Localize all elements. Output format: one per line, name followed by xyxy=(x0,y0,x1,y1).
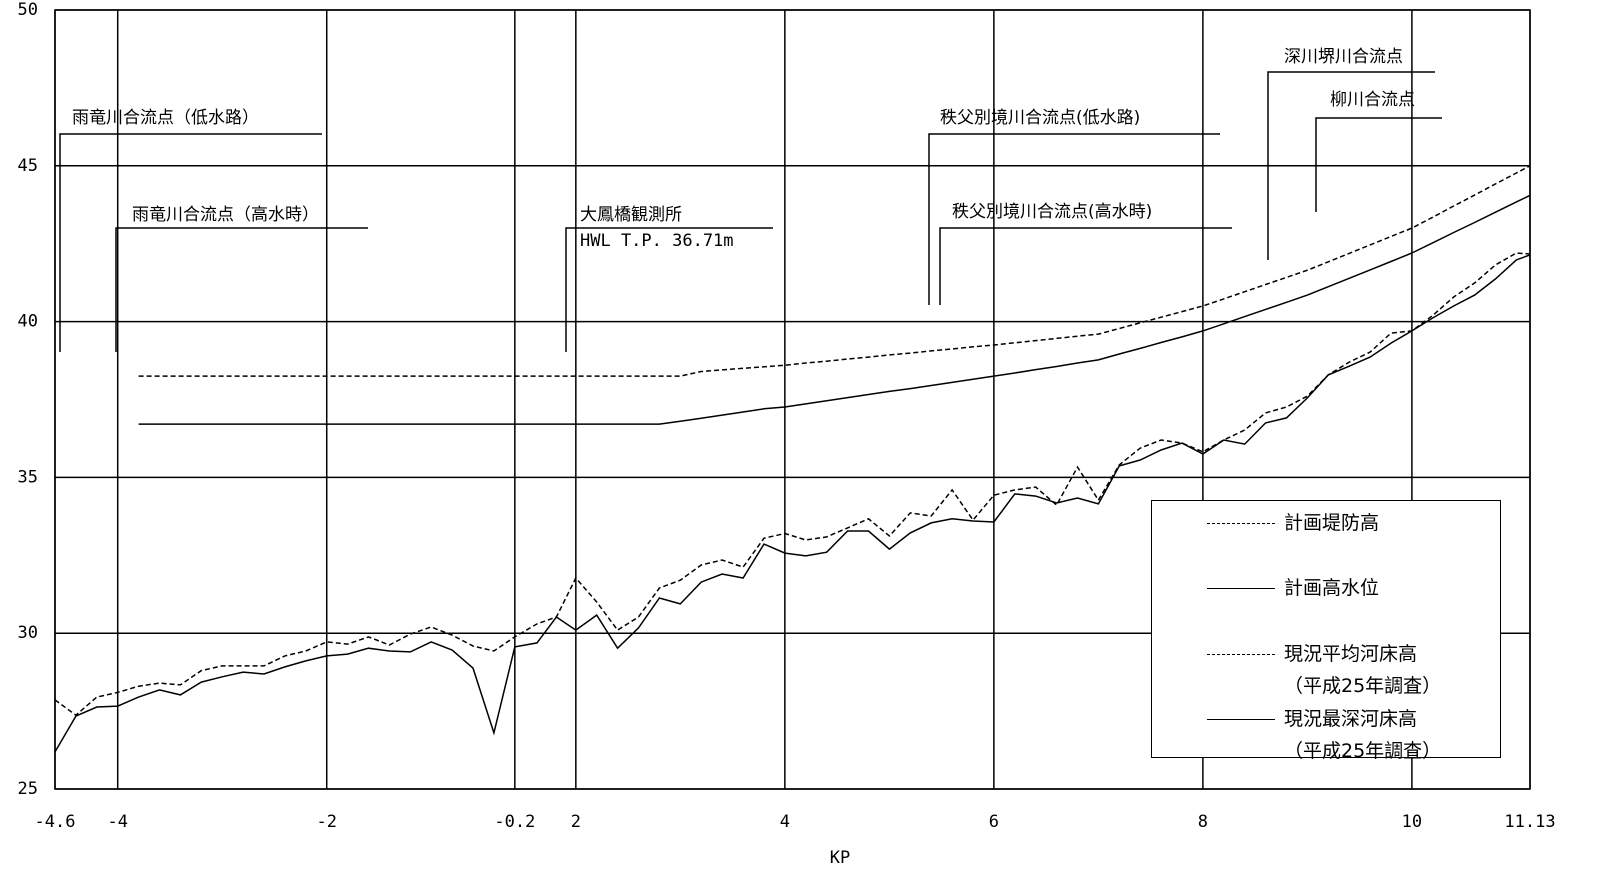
x-tick-label: -2 xyxy=(316,812,336,832)
x-tick-label: -4.6 xyxy=(35,812,76,832)
series-line xyxy=(138,165,1531,377)
legend-swatch xyxy=(1207,523,1275,524)
annotation-text: 雨竜川合流点（高水時） xyxy=(132,205,319,225)
y-tick-label: 40 xyxy=(18,312,38,332)
series-line xyxy=(54,252,1531,717)
annotation-leader xyxy=(939,227,1232,305)
legend: 計画堤防高計画高水位現況平均河床高 （平成25年調査） 現況最深河床高 （平成25… xyxy=(1151,500,1501,762)
annotation-text: 秩父別境川合流点(低水路) xyxy=(940,108,1140,128)
series-line xyxy=(54,254,1531,753)
legend-label: 現況最深河床高 （平成25年調査） xyxy=(1284,708,1442,762)
legend-label: 現況平均河床高 （平成25年調査） xyxy=(1284,643,1442,697)
x-tick-label: 10 xyxy=(1402,812,1422,832)
annotation-leader xyxy=(59,133,322,352)
annotation-text: 秩父別境川合流点(高水時) xyxy=(952,202,1152,222)
x-axis-label: KP xyxy=(830,848,850,868)
x-tick-label: 2 xyxy=(571,812,581,832)
annotation-subtext: HWL T.P. 36.71m xyxy=(580,231,734,251)
y-tick-label: 35 xyxy=(18,467,38,487)
y-tick-label: 30 xyxy=(18,623,38,643)
annotation-leader xyxy=(928,133,1220,305)
legend-label: 計画堤防高 xyxy=(1284,512,1380,534)
legend-swatch xyxy=(1207,654,1275,655)
annotation-leader xyxy=(565,227,773,352)
x-tick-label: -4 xyxy=(107,812,127,832)
x-tick-label: 4 xyxy=(780,812,790,832)
x-tick-label: -0.2 xyxy=(494,812,535,832)
x-tick-label: 8 xyxy=(1198,812,1208,832)
legend-swatch xyxy=(1207,588,1275,589)
annotation-leader xyxy=(1315,117,1442,212)
annotation-leader xyxy=(1267,71,1435,260)
series-line xyxy=(138,194,1531,425)
legend-label: 計画高水位 xyxy=(1284,577,1380,599)
annotation-text: 大鳳橋観測所 xyxy=(580,205,682,225)
y-tick-label: 25 xyxy=(18,779,38,799)
legend-swatch xyxy=(1207,719,1275,720)
y-tick-label: 50 xyxy=(18,0,38,20)
annotation-leader xyxy=(115,227,368,352)
annotation-text: 深川堺川合流点 xyxy=(1284,47,1403,67)
annotation-text: 柳川合流点 xyxy=(1330,90,1415,110)
annotation-text: 雨竜川合流点（低水路） xyxy=(72,108,259,128)
y-tick-label: 45 xyxy=(18,156,38,176)
plot-frame xyxy=(54,9,1531,790)
x-tick-label: 11.13 xyxy=(1504,812,1555,832)
x-tick-label: 6 xyxy=(989,812,999,832)
